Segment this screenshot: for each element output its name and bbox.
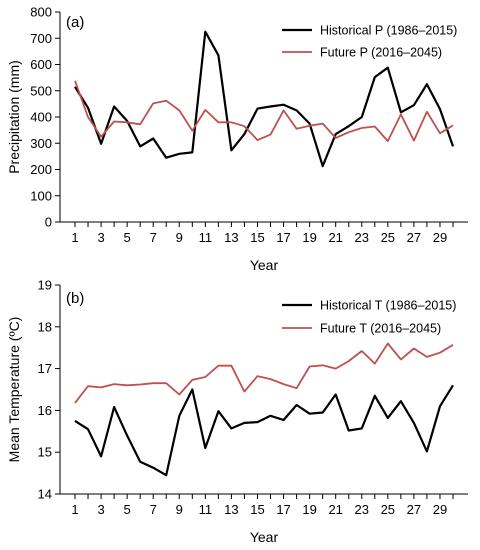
x-tick-label: 7 [150,502,157,517]
x-tick-label: 27 [407,230,421,245]
series-line-future [74,342,454,404]
x-tick-label: 19 [302,230,316,245]
x-tick-label: 15 [250,230,264,245]
x-tick-label: 25 [381,502,395,517]
x-tick-label: 17 [276,230,290,245]
x-tick-label: 13 [224,230,238,245]
x-tick-label: 19 [302,502,316,517]
y-tick-label: 19 [38,278,52,293]
y-axis-title: Mean Temperature (ºC) [6,317,22,463]
x-tick-label: 5 [124,230,131,245]
y-axis-title: Precipitation (mm) [6,60,22,174]
x-tick-label: 3 [97,502,104,517]
series-line-future [74,80,454,143]
y-tick-label: 16 [38,403,52,418]
x-axis-title: Year [250,529,279,545]
x-tick-label: 3 [97,230,104,245]
y-tick-label: 600 [30,57,52,72]
y-tick-label: 300 [30,136,52,151]
x-tick-label: 13 [224,502,238,517]
x-tick-label: 21 [328,230,342,245]
x-tick-label: 7 [150,230,157,245]
x-tick-label: 27 [407,502,421,517]
panel-label: (a) [66,14,84,31]
x-tick-label: 5 [124,502,131,517]
x-tick-label: 25 [381,230,395,245]
legend-label-historical: Historical P (1986–2015) [320,24,457,38]
y-tick-label: 100 [30,188,52,203]
series-line-historical [74,30,455,168]
x-tick-label: 23 [355,502,369,517]
y-tick-label: 14 [38,487,52,502]
x-tick-label: 1 [71,502,78,517]
x-tick-label: 17 [276,502,290,517]
x-tick-label: 29 [433,230,447,245]
legend-label-future: Future T (2016–2045) [320,322,441,336]
y-tick-label: 400 [30,110,52,125]
x-tick-label: 23 [355,230,369,245]
x-tick-label: 9 [176,230,183,245]
x-axis-title: Year [250,257,279,273]
x-tick-label: 9 [176,502,183,517]
x-tick-label: 11 [199,230,213,245]
y-tick-label: 18 [38,319,52,334]
legend-label-historical: Historical T (1986–2015) [320,299,456,313]
y-tick-label: 0 [45,215,52,230]
y-tick-label: 15 [38,445,52,460]
series-line-historical [74,384,454,477]
y-tick-label: 700 [30,31,52,46]
x-tick-label: 11 [199,502,213,517]
y-tick-label: 17 [38,361,52,376]
x-tick-label: 15 [250,502,264,517]
y-tick-label: 200 [30,162,52,177]
x-tick-label: 29 [433,502,447,517]
y-tick-label: 800 [30,5,52,20]
x-tick-label: 21 [328,502,342,517]
x-tick-label: 1 [71,230,78,245]
legend-label-future: Future P (2016–2045) [320,46,442,60]
panel-label: (b) [66,290,84,307]
y-tick-label: 500 [30,83,52,98]
